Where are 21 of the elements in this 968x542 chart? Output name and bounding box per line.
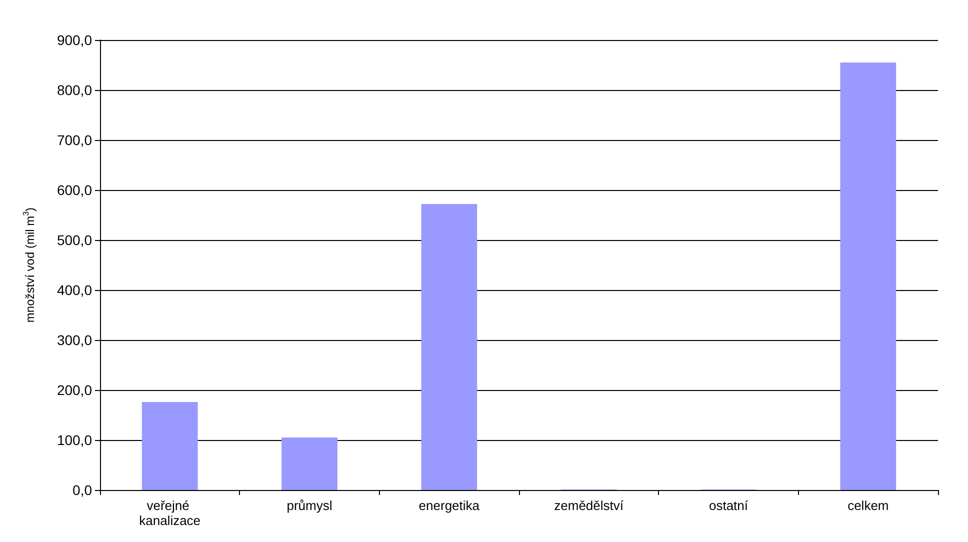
x-tick-label: zemědělství: [554, 498, 624, 513]
y-tick-label: 600,0: [56, 182, 92, 198]
x-tick-label: ostatní: [708, 498, 748, 513]
x-tick-label: průmysl: [286, 498, 332, 513]
y-tick-label: 100,0: [56, 432, 92, 448]
y-tick-label: 700,0: [56, 132, 92, 148]
x-tick-label: celkem: [848, 498, 889, 513]
y-tick-label: 800,0: [56, 82, 92, 98]
bar: [421, 204, 478, 490]
y-tick-label: 200,0: [56, 382, 92, 398]
bar: [142, 402, 198, 490]
y-tick-label: 400,0: [56, 282, 92, 298]
x-tick-label: veřejné kanalizace: [139, 498, 201, 528]
y-tick-label: 300,0: [56, 332, 92, 348]
x-tick-label: energetika: [418, 498, 480, 513]
y-tick-label: 0,0: [72, 482, 92, 498]
bar: [840, 62, 896, 490]
y-tick-label: 900,0: [56, 32, 92, 48]
y-tick-label: 500,0: [56, 232, 92, 248]
bar: [282, 438, 338, 490]
y-axis-title: množství vod (mil m3): [22, 207, 37, 323]
